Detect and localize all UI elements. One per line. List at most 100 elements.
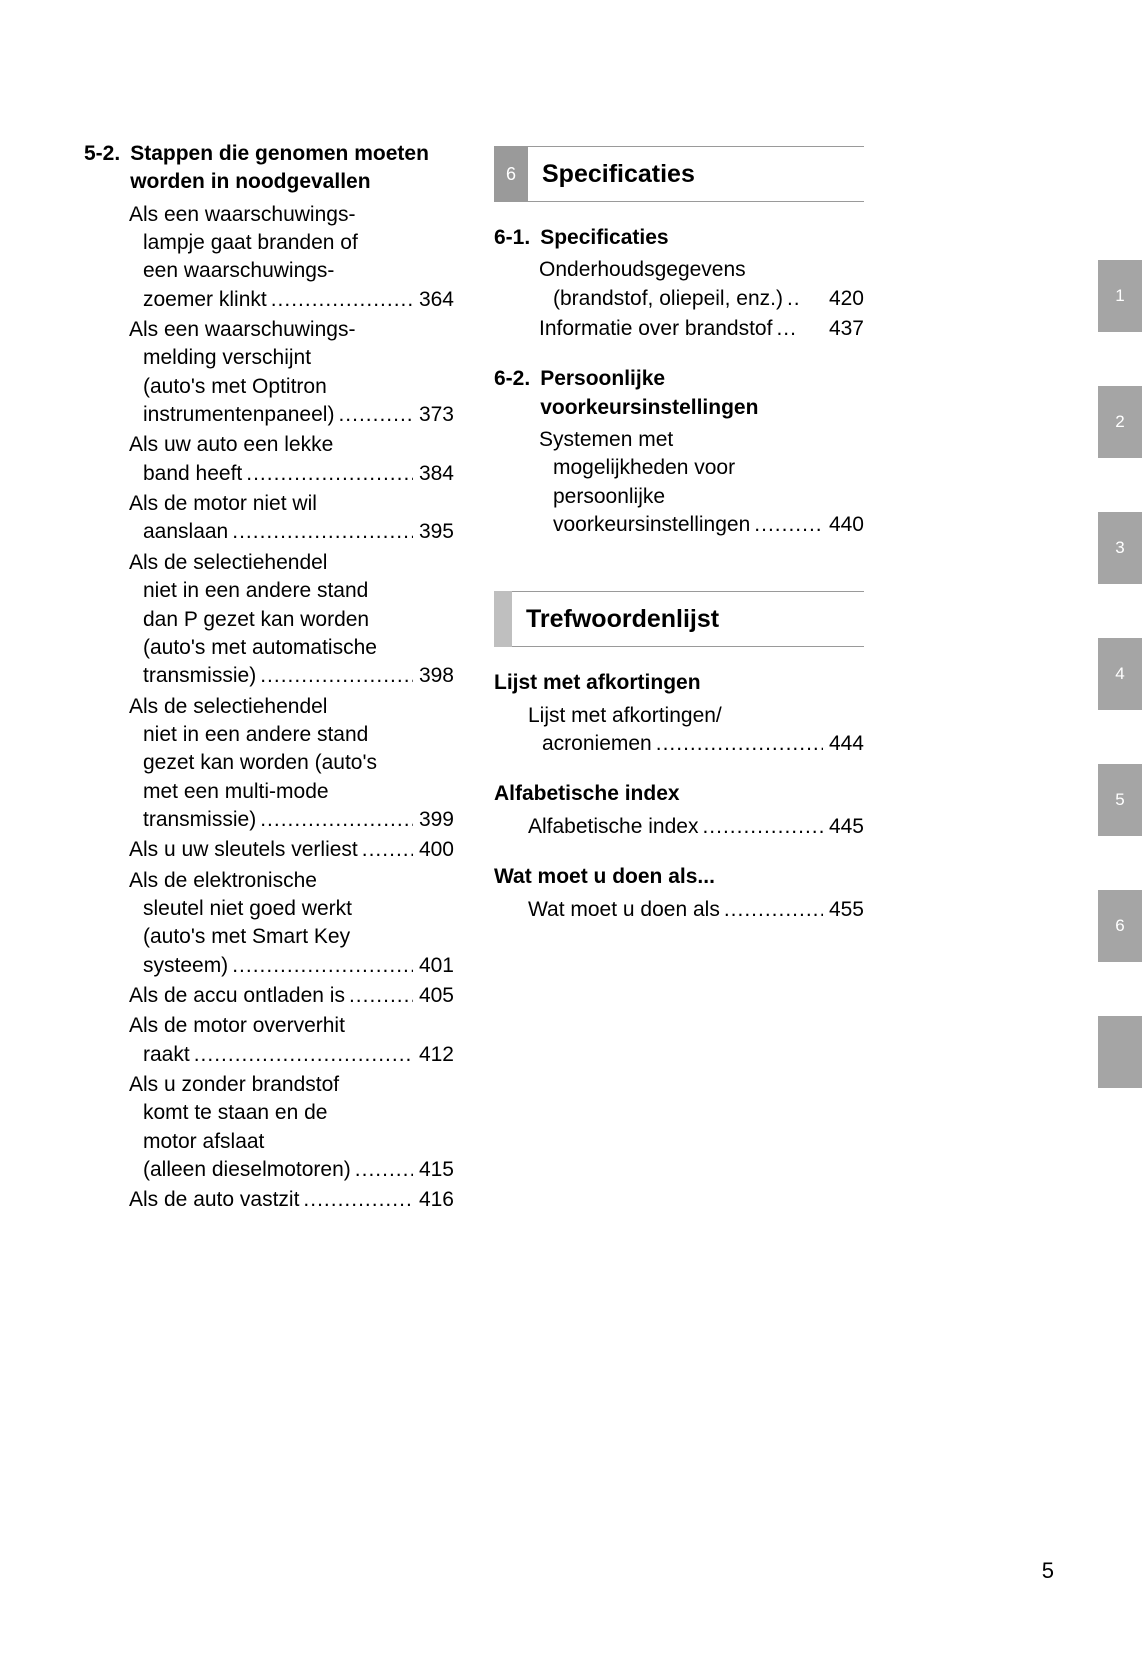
left-column: 5-2. Stappen die genomen moeten worden i… [84, 140, 454, 1217]
chapter-tab-2[interactable]: 2 [1098, 386, 1142, 458]
toc-entry-page: 398 [413, 662, 454, 690]
toc-entry[interactable]: Als een waarschuwings- melding verschijn… [129, 316, 454, 429]
toc-entry-last-line: (brandstof, oliepeil, enz.) [553, 285, 783, 313]
toc-entry-last-line: Wat moet u doen als [528, 896, 720, 924]
chapter-tab-blank[interactable] [1098, 1016, 1142, 1088]
toc-entry[interactable]: Onderhoudsgegevens(brandstof, oliepeil, … [539, 256, 864, 313]
page-number: 5 [1042, 1558, 1054, 1584]
toc-entry-text: Als de selectiehendel niet in een andere… [129, 549, 454, 662]
chapter-tab-3[interactable]: 3 [1098, 512, 1142, 584]
toc-entry[interactable]: Als een waarschuwings- lampje gaat brand… [129, 201, 454, 314]
section-band-header: 6Specificaties [494, 146, 864, 202]
toc-entry[interactable]: Systemen met mogelijkheden voor persoonl… [539, 426, 864, 539]
toc-entry-page: 445 [823, 813, 864, 841]
subsection-entries: Onderhoudsgegevens(brandstof, oliepeil, … [494, 256, 864, 343]
subsection-heading: 6-1.Specificaties [494, 224, 864, 252]
section-band-title: Specificaties [528, 160, 695, 189]
toc-entry[interactable]: Als de elektronische sleutel niet goed w… [129, 867, 454, 980]
toc-entry-text: Als de elektronische sleutel niet goed w… [129, 867, 454, 952]
subsection-entries: Systemen met mogelijkheden voor persoonl… [494, 426, 864, 539]
toc-entry-text: Onderhoudsgegevens [539, 256, 864, 284]
leader-dots: ........................................… [334, 401, 413, 429]
chapter-tab-1[interactable]: 1 [1098, 260, 1142, 332]
leader-dots: ........................................… [652, 730, 823, 758]
subsection-block: Wat moet u doen als... Wat moet u doen al… [494, 863, 864, 926]
toc-entry[interactable]: Als u uw sleutels verliest..............… [129, 836, 454, 864]
toc-entry[interactable]: Als de auto vastzit.....................… [129, 1186, 454, 1214]
leader-dots: ........................................… [256, 662, 413, 690]
toc-entry-last-line: Informatie over brandstof [539, 315, 772, 343]
toc-entry-last-line: zoemer klinkt [143, 286, 267, 314]
toc-entry[interactable]: Als u zonder brandstof komt te staan en … [129, 1071, 454, 1184]
leader-dots: ........................................… [698, 813, 823, 841]
toc-entry-page: 437 [823, 315, 864, 343]
subsection-block: 6-2.Persoonlijke voorkeursinstellingenSy… [494, 365, 864, 541]
leader-dots: ........................................… [345, 982, 413, 1010]
toc-entry-last-line: Als de accu ontladen is [129, 982, 345, 1010]
toc-entry-page: 373 [413, 401, 454, 429]
toc-entry[interactable]: Als de selectiehendel niet in een andere… [129, 549, 454, 691]
leader-dots: .. [783, 285, 823, 313]
leader-dots: ........................................… [242, 460, 413, 488]
chapter-tab-6[interactable]: 6 [1098, 890, 1142, 962]
toc-entry[interactable]: Als uw auto een lekkeband heeft.........… [129, 431, 454, 488]
toc-entry[interactable]: Als de motor niet wilaanslaan...........… [129, 490, 454, 547]
leader-dots: ........................................… [228, 952, 413, 980]
subsection-heading: Wat moet u doen als... [494, 863, 864, 891]
toc-entry-last-line: systeem) [143, 952, 228, 980]
toc-entry-last-line: transmissie) [143, 806, 256, 834]
toc-entry-last-line: band heeft [143, 460, 242, 488]
leader-dots: ........................................… [358, 836, 413, 864]
chapter-tab-4[interactable]: 4 [1098, 638, 1142, 710]
toc-entry-page: 384 [413, 460, 454, 488]
toc-entry-page: 405 [413, 982, 454, 1010]
subsection-number: 6-1. [494, 224, 540, 252]
toc-entry-text: Als u zonder brandstof komt te staan en … [129, 1071, 454, 1156]
section-band-title: Trefwoordenlijst [512, 605, 719, 634]
toc-entry-text: Lijst met afkortingen/ [528, 702, 864, 730]
right-column: 6Specificaties6-1.SpecificatiesOnderhoud… [494, 140, 864, 1217]
toc-entry-page: 416 [413, 1186, 454, 1214]
toc-entry-page: 412 [413, 1041, 454, 1069]
section-band-header: Trefwoordenlijst [494, 591, 864, 647]
section-band-stub [494, 591, 512, 647]
columns: 5-2. Stappen die genomen moeten worden i… [0, 140, 1142, 1217]
subsection-title: Stappen die genomen moeten worden in noo… [130, 140, 454, 197]
toc-entry-text: Systemen met mogelijkheden voor persoonl… [539, 426, 864, 511]
subsection-heading: Alfabetische index [494, 780, 864, 808]
toc-entry[interactable]: Wat moet u doen als.....................… [528, 896, 864, 924]
leader-dots: ........................................… [267, 286, 413, 314]
leader-dots: ........................................… [256, 806, 413, 834]
toc-entry[interactable]: Als de selectiehendel niet in een andere… [129, 693, 454, 835]
leader-dots: ........................................… [228, 518, 413, 546]
toc-entry-page: 395 [413, 518, 454, 546]
subsection-entries: Lijst met afkortingen/acroniemen........… [494, 702, 864, 759]
subsection-heading: 6-2.Persoonlijke voorkeursinstellingen [494, 365, 864, 422]
subsection-entries: Alfabetische index......................… [494, 813, 864, 841]
subsection-title: Wat moet u doen als... [494, 863, 864, 891]
toc-entry-text: Als een waarschuwings- melding verschijn… [129, 316, 454, 401]
chapter-tab-5[interactable]: 5 [1098, 764, 1142, 836]
toc-entry-last-line: (alleen dieselmotoren) [143, 1156, 351, 1184]
toc-entry-last-line: acroniemen [542, 730, 652, 758]
subsection-title: Persoonlijke voorkeursinstellingen [540, 365, 864, 422]
toc-entry-page: 364 [413, 286, 454, 314]
subsection-block: Alfabetische indexAlfabetische index....… [494, 780, 864, 843]
toc-entry[interactable]: Informatie over brandstof...437 [539, 315, 864, 343]
toc-entry-page: 400 [413, 836, 454, 864]
left-entries: Als een waarschuwings- lampje gaat brand… [84, 201, 454, 1217]
toc-entry[interactable]: Als de motor oververhitraakt............… [129, 1012, 454, 1069]
toc-entry-last-line: raakt [143, 1041, 190, 1069]
toc-entry-last-line: Alfabetische index [528, 813, 698, 841]
toc-entry-page: 399 [413, 806, 454, 834]
leader-dots: ........................................… [750, 511, 823, 539]
toc-entry-text: Als de selectiehendel niet in een andere… [129, 693, 454, 806]
page: 5-2. Stappen die genomen moeten worden i… [0, 0, 1142, 1654]
toc-entry-page: 444 [823, 730, 864, 758]
toc-entry[interactable]: Alfabetische index......................… [528, 813, 864, 841]
toc-entry[interactable]: Als de accu ontladen is.................… [129, 982, 454, 1010]
toc-entry-last-line: Als u uw sleutels verliest [129, 836, 358, 864]
toc-entry-text: Als een waarschuwings- lampje gaat brand… [129, 201, 454, 286]
toc-entry[interactable]: Lijst met afkortingen/acroniemen........… [528, 702, 864, 759]
leader-dots: ........................................… [190, 1041, 413, 1069]
